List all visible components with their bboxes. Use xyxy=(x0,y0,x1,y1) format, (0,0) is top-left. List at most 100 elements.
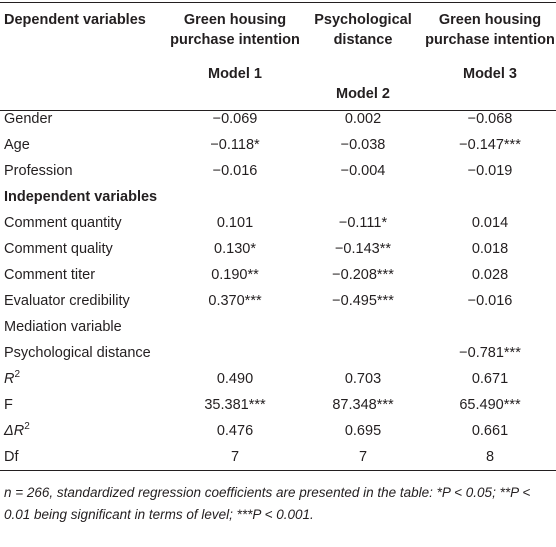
header-dependent-variables: Dependent variables xyxy=(4,12,146,28)
model-1-value: 0.130* xyxy=(214,241,256,257)
table-row: Comment titer 0.190** −0.208*** 0.028 xyxy=(0,262,556,288)
table-row: F 35.381*** 87.348*** 65.490*** xyxy=(0,392,556,418)
model-3-value: −0.147*** xyxy=(459,137,521,153)
row-label-text: ΔR xyxy=(4,423,25,439)
model-2-value xyxy=(302,184,424,210)
row-label: Psychological distance xyxy=(0,340,168,366)
table-row: Comment quantity 0.101 −0.111* 0.014 xyxy=(0,210,556,236)
table-row: ΔR2 0.476 0.695 0.661 xyxy=(0,418,556,444)
model-1-value: 7 xyxy=(230,449,240,465)
row-label-text: Evaluator credibility xyxy=(4,293,130,309)
header-model-3-label: Model 3 xyxy=(463,66,517,82)
row-label-text: Gender xyxy=(4,111,53,127)
model-2-value: −0.038 xyxy=(340,137,386,153)
row-label: Gender xyxy=(0,106,168,132)
model-2-value: −0.004 xyxy=(340,163,386,179)
model-1-value: −0.016 xyxy=(212,163,258,179)
table-row: Mediation variable xyxy=(0,314,556,340)
row-label-text: Comment quality xyxy=(4,241,113,257)
model-3-value: −0.781*** xyxy=(459,345,521,361)
model-3-value: 0.028 xyxy=(471,267,509,283)
row-label-text: Independent variables xyxy=(4,189,158,205)
model-3-value: −0.068 xyxy=(467,111,513,127)
model-3-value: 0.661 xyxy=(471,423,509,439)
table-header-row: Dependent variables Green housing purcha… xyxy=(0,10,556,106)
header-model-3-title: Green housing purchase intention xyxy=(425,12,555,48)
model-3-value: 0.018 xyxy=(471,241,509,257)
table-row: Df 7 7 8 xyxy=(0,444,556,470)
row-label: ΔR2 xyxy=(0,418,168,444)
row-label-text: Comment quantity xyxy=(4,215,122,231)
table-body: Gender −0.069 0.002 −0.068 Age −0.118* −0.038 −… xyxy=(0,106,556,470)
model-1-value: 0.190** xyxy=(211,267,259,283)
table-row: Comment quality 0.130* −0.143** 0.018 xyxy=(0,236,556,262)
row-label-superscript: 2 xyxy=(24,421,30,433)
row-label: Comment quality xyxy=(0,236,168,262)
model-1-value: −0.069 xyxy=(212,111,258,127)
row-label-text: Df xyxy=(4,449,19,465)
model-2-value: 7 xyxy=(358,449,368,465)
model-1-value xyxy=(168,184,302,210)
model-2-value: −0.143** xyxy=(334,241,392,257)
model-1-value: 0.476 xyxy=(216,423,254,439)
row-label-text: F xyxy=(4,397,13,413)
regression-table: Dependent variables Green housing purcha… xyxy=(0,10,556,470)
row-label: R2 xyxy=(0,366,168,392)
table-footnote: n = 266, standardized regression coeffic… xyxy=(4,485,531,522)
model-2-value: −0.111* xyxy=(338,215,388,231)
row-label-superscript: 2 xyxy=(14,369,21,381)
table-row: Gender −0.069 0.002 −0.068 xyxy=(0,106,556,132)
row-label: Evaluator credibility xyxy=(0,288,168,314)
model-1-value: 0.101 xyxy=(216,215,254,231)
row-label-text: Psychological distance xyxy=(4,345,151,361)
row-label-text: Comment titer xyxy=(4,267,96,283)
row-label: Df xyxy=(0,444,168,470)
model-1-value: 0.370*** xyxy=(208,293,262,309)
header-model-2-label: Model 2 xyxy=(336,86,390,102)
table-row: Age −0.118* −0.038 −0.147*** xyxy=(0,132,556,158)
header-model-1: Green housing purchase intention Model 1 xyxy=(168,10,302,106)
model-3-value: 8 xyxy=(485,449,495,465)
row-label-text: Age xyxy=(4,137,30,153)
model-3-value: −0.019 xyxy=(467,163,513,179)
row-label-text: Profession xyxy=(4,163,73,179)
table-top-rule xyxy=(0,2,556,3)
model-2-value: −0.495*** xyxy=(332,293,394,309)
model-3-value: −0.016 xyxy=(467,293,513,309)
header-model-1-title: Green housing purchase intention xyxy=(170,12,300,48)
model-1-value xyxy=(168,340,302,366)
model-2-value xyxy=(302,314,424,340)
model-2-value: 0.002 xyxy=(344,111,382,127)
row-label: Comment quantity xyxy=(0,210,168,236)
model-3-value xyxy=(424,184,556,210)
section-header-row: Independent variables xyxy=(0,184,556,210)
model-2-value xyxy=(302,340,424,366)
model-2-value: 0.695 xyxy=(344,423,382,439)
row-label: Age xyxy=(0,132,168,158)
model-3-value: 0.014 xyxy=(471,215,509,231)
row-label: Comment titer xyxy=(0,262,168,288)
header-model-1-label: Model 1 xyxy=(208,66,262,82)
model-2-value: 87.348*** xyxy=(332,397,394,413)
model-1-value: −0.118* xyxy=(210,137,260,153)
row-label: F xyxy=(0,392,168,418)
table-row: R2 0.490 0.703 0.671 xyxy=(0,366,556,392)
model-3-value xyxy=(424,314,556,340)
model-2-value: 0.703 xyxy=(344,371,382,387)
model-1-value: 35.381*** xyxy=(204,397,266,413)
row-label-text: Mediation variable xyxy=(4,319,122,335)
header-bottom-rule xyxy=(0,110,556,111)
row-label: Profession xyxy=(0,158,168,184)
header-model-2: Psychological distance Model 2 xyxy=(302,10,424,106)
row-label: Independent variables xyxy=(0,184,168,210)
table-row: Evaluator credibility 0.370*** −0.495*** −0… xyxy=(0,288,556,314)
table-bottom-rule xyxy=(0,470,556,471)
table-row: Psychological distance −0.781*** xyxy=(0,340,556,366)
header-model-2-title: Psychological distance xyxy=(314,12,412,48)
model-3-value: 0.671 xyxy=(471,371,509,387)
table-row: Profession −0.016 −0.004 −0.019 xyxy=(0,158,556,184)
model-1-value xyxy=(168,314,302,340)
model-1-value: 0.490 xyxy=(216,371,254,387)
row-label-text: R xyxy=(4,371,15,387)
